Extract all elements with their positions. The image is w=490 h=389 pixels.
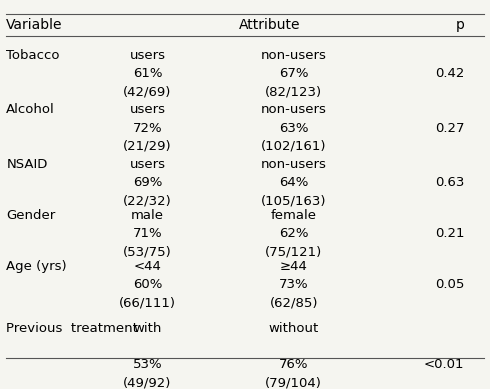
Text: users: users xyxy=(129,49,166,62)
Text: Age (yrs): Age (yrs) xyxy=(6,260,67,273)
Text: Variable: Variable xyxy=(6,18,63,32)
Text: <44: <44 xyxy=(134,260,162,273)
Text: (66/111): (66/111) xyxy=(119,296,176,309)
Text: 60%: 60% xyxy=(133,278,162,291)
Text: 62%: 62% xyxy=(279,227,309,240)
Text: users: users xyxy=(129,158,166,171)
Text: (21/29): (21/29) xyxy=(123,140,172,153)
Text: 73%: 73% xyxy=(279,278,309,291)
Text: 63%: 63% xyxy=(279,122,309,135)
Text: (75/121): (75/121) xyxy=(265,245,322,258)
Text: (79/104): (79/104) xyxy=(265,377,322,389)
Text: 0.21: 0.21 xyxy=(435,227,464,240)
Text: 71%: 71% xyxy=(133,227,162,240)
Text: 0.42: 0.42 xyxy=(435,67,464,80)
Text: non-users: non-users xyxy=(261,49,327,62)
Text: (22/32): (22/32) xyxy=(123,194,172,207)
Text: male: male xyxy=(131,209,164,222)
Text: (82/123): (82/123) xyxy=(265,85,322,98)
Text: with: with xyxy=(133,322,162,335)
Text: 72%: 72% xyxy=(133,122,162,135)
Text: 53%: 53% xyxy=(133,358,162,371)
Text: Tobacco: Tobacco xyxy=(6,49,60,62)
Text: 0.05: 0.05 xyxy=(435,278,464,291)
Text: (42/69): (42/69) xyxy=(123,85,172,98)
Text: (49/92): (49/92) xyxy=(123,377,172,389)
Text: (53/75): (53/75) xyxy=(123,245,172,258)
Text: ≥44: ≥44 xyxy=(280,260,308,273)
Text: NSAID: NSAID xyxy=(6,158,48,171)
Text: p: p xyxy=(455,18,464,32)
Text: (62/85): (62/85) xyxy=(270,296,318,309)
Text: Gender: Gender xyxy=(6,209,55,222)
Text: female: female xyxy=(270,209,317,222)
Text: <0.01: <0.01 xyxy=(424,358,464,371)
Text: 61%: 61% xyxy=(133,67,162,80)
Text: 76%: 76% xyxy=(279,358,309,371)
Text: non-users: non-users xyxy=(261,158,327,171)
Text: 67%: 67% xyxy=(279,67,309,80)
Text: 0.27: 0.27 xyxy=(435,122,464,135)
Text: without: without xyxy=(269,322,319,335)
Text: (105/163): (105/163) xyxy=(261,194,326,207)
Text: users: users xyxy=(129,103,166,116)
Text: (102/161): (102/161) xyxy=(261,140,326,153)
Text: 0.63: 0.63 xyxy=(435,176,464,189)
Text: 69%: 69% xyxy=(133,176,162,189)
Text: Alcohol: Alcohol xyxy=(6,103,55,116)
Text: 64%: 64% xyxy=(279,176,308,189)
Text: Attribute: Attribute xyxy=(239,18,300,32)
Text: Previous  treatment: Previous treatment xyxy=(6,322,138,335)
Text: non-users: non-users xyxy=(261,103,327,116)
